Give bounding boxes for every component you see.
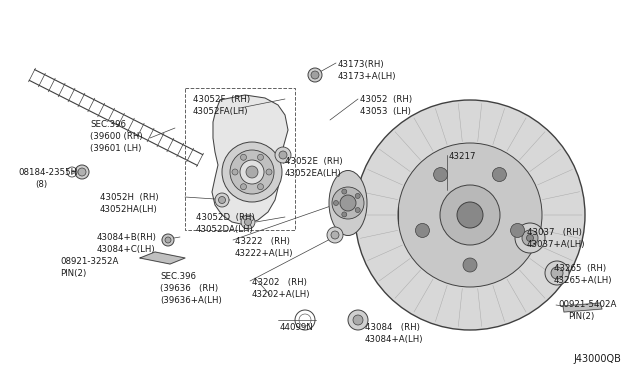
Text: SEC.396: SEC.396 [160, 272, 196, 281]
Text: 43052E  (RH): 43052E (RH) [285, 157, 342, 166]
Circle shape [246, 166, 258, 178]
Text: 43084   (RH): 43084 (RH) [365, 323, 420, 332]
Text: 43052HA(LH): 43052HA(LH) [100, 205, 157, 214]
Circle shape [355, 193, 360, 198]
Text: 43202+A(LH): 43202+A(LH) [252, 290, 310, 299]
Circle shape [355, 208, 360, 212]
Text: (39636+A(LH): (39636+A(LH) [160, 296, 221, 305]
Text: PIN(2): PIN(2) [60, 269, 86, 278]
Circle shape [222, 142, 282, 202]
Circle shape [311, 71, 319, 79]
Circle shape [398, 143, 542, 287]
Circle shape [342, 212, 347, 217]
Text: 43173+A(LH): 43173+A(LH) [338, 72, 397, 81]
Circle shape [331, 231, 339, 239]
Circle shape [241, 215, 255, 229]
Text: 43265+A(LH): 43265+A(LH) [554, 276, 612, 285]
Circle shape [342, 189, 347, 194]
Circle shape [415, 224, 429, 237]
Circle shape [275, 147, 291, 163]
Circle shape [353, 315, 363, 325]
Text: 43052EA(LH): 43052EA(LH) [285, 169, 342, 178]
Polygon shape [212, 95, 288, 225]
Text: 43265  (RH): 43265 (RH) [554, 264, 606, 273]
Text: 43217: 43217 [449, 152, 477, 161]
Circle shape [492, 167, 506, 182]
Text: 43202   (RH): 43202 (RH) [252, 278, 307, 287]
Text: 43173(RH): 43173(RH) [338, 60, 385, 69]
Circle shape [308, 68, 322, 82]
Circle shape [522, 230, 538, 246]
Circle shape [165, 237, 171, 243]
Text: 43084+B(RH): 43084+B(RH) [97, 233, 157, 242]
Text: SEC.396: SEC.396 [90, 120, 126, 129]
Bar [185, 88, 295, 230]
Circle shape [348, 310, 368, 330]
Circle shape [332, 187, 364, 219]
Text: 43037   (RH): 43037 (RH) [527, 228, 582, 237]
Circle shape [75, 165, 89, 179]
Text: (39601 (LH): (39601 (LH) [90, 144, 141, 153]
Circle shape [355, 100, 585, 330]
Text: 44099N: 44099N [280, 323, 314, 332]
Circle shape [463, 258, 477, 272]
Circle shape [333, 201, 339, 205]
Circle shape [279, 151, 287, 159]
Circle shape [218, 196, 225, 203]
Text: 43052F  (RH): 43052F (RH) [193, 95, 250, 104]
Text: 43052H  (RH): 43052H (RH) [100, 193, 159, 202]
Text: 08921-3252A: 08921-3252A [60, 257, 118, 266]
Circle shape [230, 150, 274, 194]
Text: 43084+A(LH): 43084+A(LH) [365, 335, 424, 344]
Text: 43222   (RH): 43222 (RH) [235, 237, 290, 246]
Text: J43000QB: J43000QB [573, 354, 621, 364]
Text: 43222+A(LH): 43222+A(LH) [235, 249, 294, 258]
Circle shape [545, 261, 569, 285]
Circle shape [241, 184, 246, 190]
Circle shape [215, 193, 229, 207]
Circle shape [340, 195, 356, 211]
Circle shape [257, 154, 264, 160]
Text: 43052  (RH): 43052 (RH) [360, 95, 412, 104]
Circle shape [266, 169, 272, 175]
Text: 43052FA(LH): 43052FA(LH) [193, 107, 248, 116]
Text: 43053  (LH): 43053 (LH) [360, 107, 411, 116]
Ellipse shape [329, 170, 367, 235]
Circle shape [244, 218, 252, 225]
Text: (8): (8) [35, 180, 47, 189]
Circle shape [241, 154, 246, 160]
Text: 00921-5402A: 00921-5402A [558, 300, 616, 309]
Circle shape [327, 227, 343, 243]
Circle shape [457, 202, 483, 228]
Text: 08184-2355H: 08184-2355H [18, 168, 77, 177]
Circle shape [240, 160, 264, 184]
Circle shape [232, 169, 238, 175]
Circle shape [440, 185, 500, 245]
Polygon shape [563, 303, 602, 312]
Text: (39636   (RH): (39636 (RH) [160, 284, 218, 293]
Circle shape [78, 168, 86, 176]
Text: 43052D  (RH): 43052D (RH) [196, 213, 255, 222]
Text: 43052DA(LH): 43052DA(LH) [196, 225, 253, 234]
Text: 43084+C(LH): 43084+C(LH) [97, 245, 156, 254]
Circle shape [257, 184, 264, 190]
Circle shape [434, 167, 447, 182]
Text: (39600 (RH): (39600 (RH) [90, 132, 143, 141]
Text: 43037+A(LH): 43037+A(LH) [527, 240, 586, 249]
Circle shape [162, 234, 174, 246]
Text: B: B [70, 170, 74, 174]
Circle shape [551, 267, 563, 279]
Circle shape [527, 234, 534, 241]
Polygon shape [140, 252, 185, 264]
Circle shape [511, 224, 525, 237]
Circle shape [515, 223, 545, 253]
Text: PIN(2): PIN(2) [568, 312, 595, 321]
